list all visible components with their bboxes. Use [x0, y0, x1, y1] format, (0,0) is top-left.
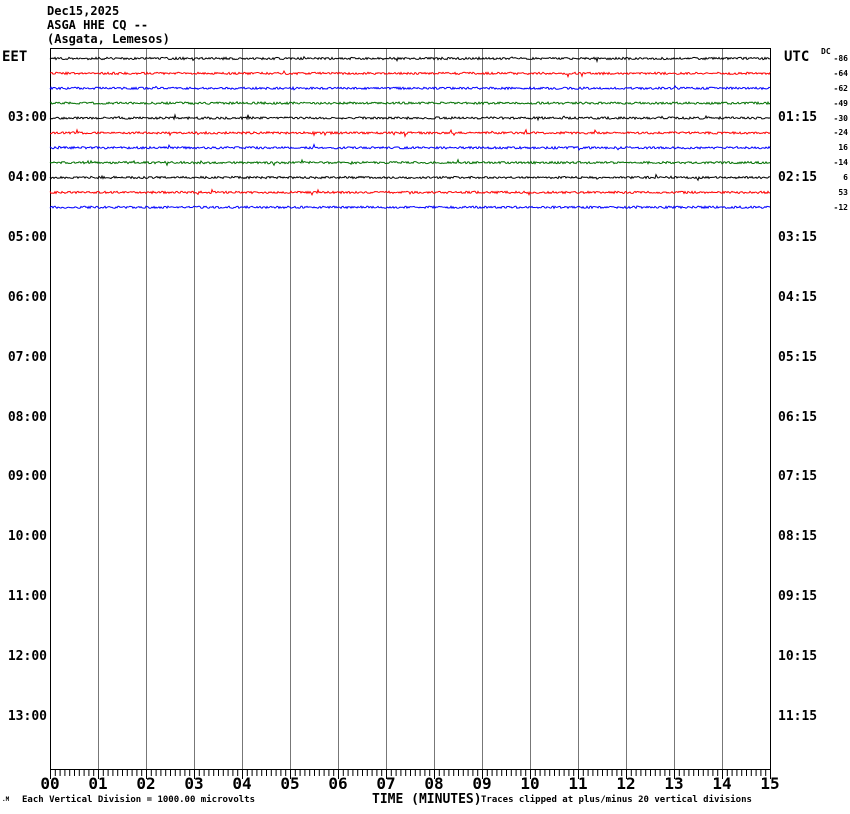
- x-tick-label: 07: [376, 774, 396, 793]
- trace: [49, 173, 771, 182]
- x-tick-label: 01: [88, 774, 108, 793]
- dc-value: -14: [833, 158, 848, 168]
- right-hour-label: 03:15: [778, 229, 818, 245]
- dc-value: 6: [843, 173, 848, 182]
- left-hour-label: 08:00: [7, 409, 47, 425]
- trace: [49, 128, 771, 138]
- title-date: Dec15,2025: [47, 4, 120, 18]
- right-axis-title: UTC: [784, 49, 810, 65]
- x-tick-label: 14: [712, 774, 732, 793]
- dc-value: -49: [833, 98, 848, 108]
- x-tick-label: 06: [328, 774, 348, 793]
- title-station: ASGA HHE CQ --: [47, 18, 149, 32]
- corner-mark: .M: [2, 796, 10, 803]
- footer-left-note: Each Vertical Division = 1000.00 microvo…: [22, 795, 255, 805]
- left-hour-label: 11:00: [7, 589, 47, 605]
- trace: [49, 205, 771, 210]
- dc-value: 53: [838, 187, 848, 197]
- x-tick-label: 03: [184, 774, 204, 793]
- trace: [49, 55, 771, 64]
- dc-value: 16: [838, 143, 848, 153]
- x-tick-label: 12: [616, 774, 636, 793]
- x-tick-label: 11: [568, 774, 588, 793]
- x-tick-label: 09: [472, 774, 492, 793]
- footer-right-note: Traces clipped at plus/minus 20 vertical…: [481, 795, 752, 805]
- x-tick-label: 15: [760, 774, 780, 793]
- left-axis-title: EET: [2, 49, 28, 65]
- left-hour-label: 03:00: [7, 110, 47, 125]
- right-hour-label: 10:15: [778, 649, 818, 665]
- trace: [49, 158, 771, 167]
- dc-value: -86: [833, 54, 848, 63]
- left-hour-label: 07:00: [7, 349, 47, 365]
- x-axis-title: TIME (MINUTES): [372, 792, 482, 807]
- dc-value: -64: [833, 68, 848, 78]
- x-tick-label: 08: [424, 774, 444, 793]
- right-hour-label: 06:15: [778, 409, 818, 425]
- left-hour-label: 05:00: [7, 229, 47, 245]
- trace: [49, 188, 771, 197]
- right-hour-label: 09:15: [778, 589, 818, 605]
- title-location: (Asgata, Lemesos): [47, 32, 170, 46]
- dc-value: -12: [833, 202, 848, 212]
- x-tick-label: 05: [280, 774, 300, 793]
- trace: [49, 84, 771, 91]
- x-tick-label: 00: [40, 774, 60, 793]
- dc-column-header: DC: [821, 47, 831, 56]
- left-hour-label: 06:00: [7, 289, 47, 305]
- right-hour-label: 08:15: [778, 529, 818, 545]
- right-hour-label: 11:15: [778, 709, 818, 724]
- trace: [49, 143, 771, 151]
- x-tick-label: 04: [232, 774, 252, 793]
- right-hour-label: 01:15: [778, 110, 818, 125]
- right-hour-label: 07:15: [778, 469, 818, 485]
- left-hour-label: 09:00: [7, 469, 47, 485]
- x-tick-label: 02: [136, 774, 156, 793]
- trace: [49, 113, 771, 122]
- trace: [49, 70, 771, 79]
- dc-value: -30: [833, 113, 848, 123]
- left-hour-label: 10:00: [7, 529, 47, 545]
- dc-value: -62: [833, 83, 848, 93]
- trace: [49, 100, 771, 106]
- left-hour-label: 04:00: [7, 169, 47, 185]
- dc-value: -24: [833, 128, 848, 138]
- x-tick-label: 13: [664, 774, 684, 793]
- left-hour-label: 13:00: [7, 709, 47, 724]
- plot-frame: [50, 48, 771, 770]
- right-hour-label: 04:15: [778, 289, 818, 305]
- right-hour-label: 02:15: [778, 169, 818, 185]
- x-tick-label: 10: [520, 774, 540, 793]
- left-hour-label: 12:00: [7, 649, 47, 665]
- right-hour-label: 05:15: [778, 349, 818, 365]
